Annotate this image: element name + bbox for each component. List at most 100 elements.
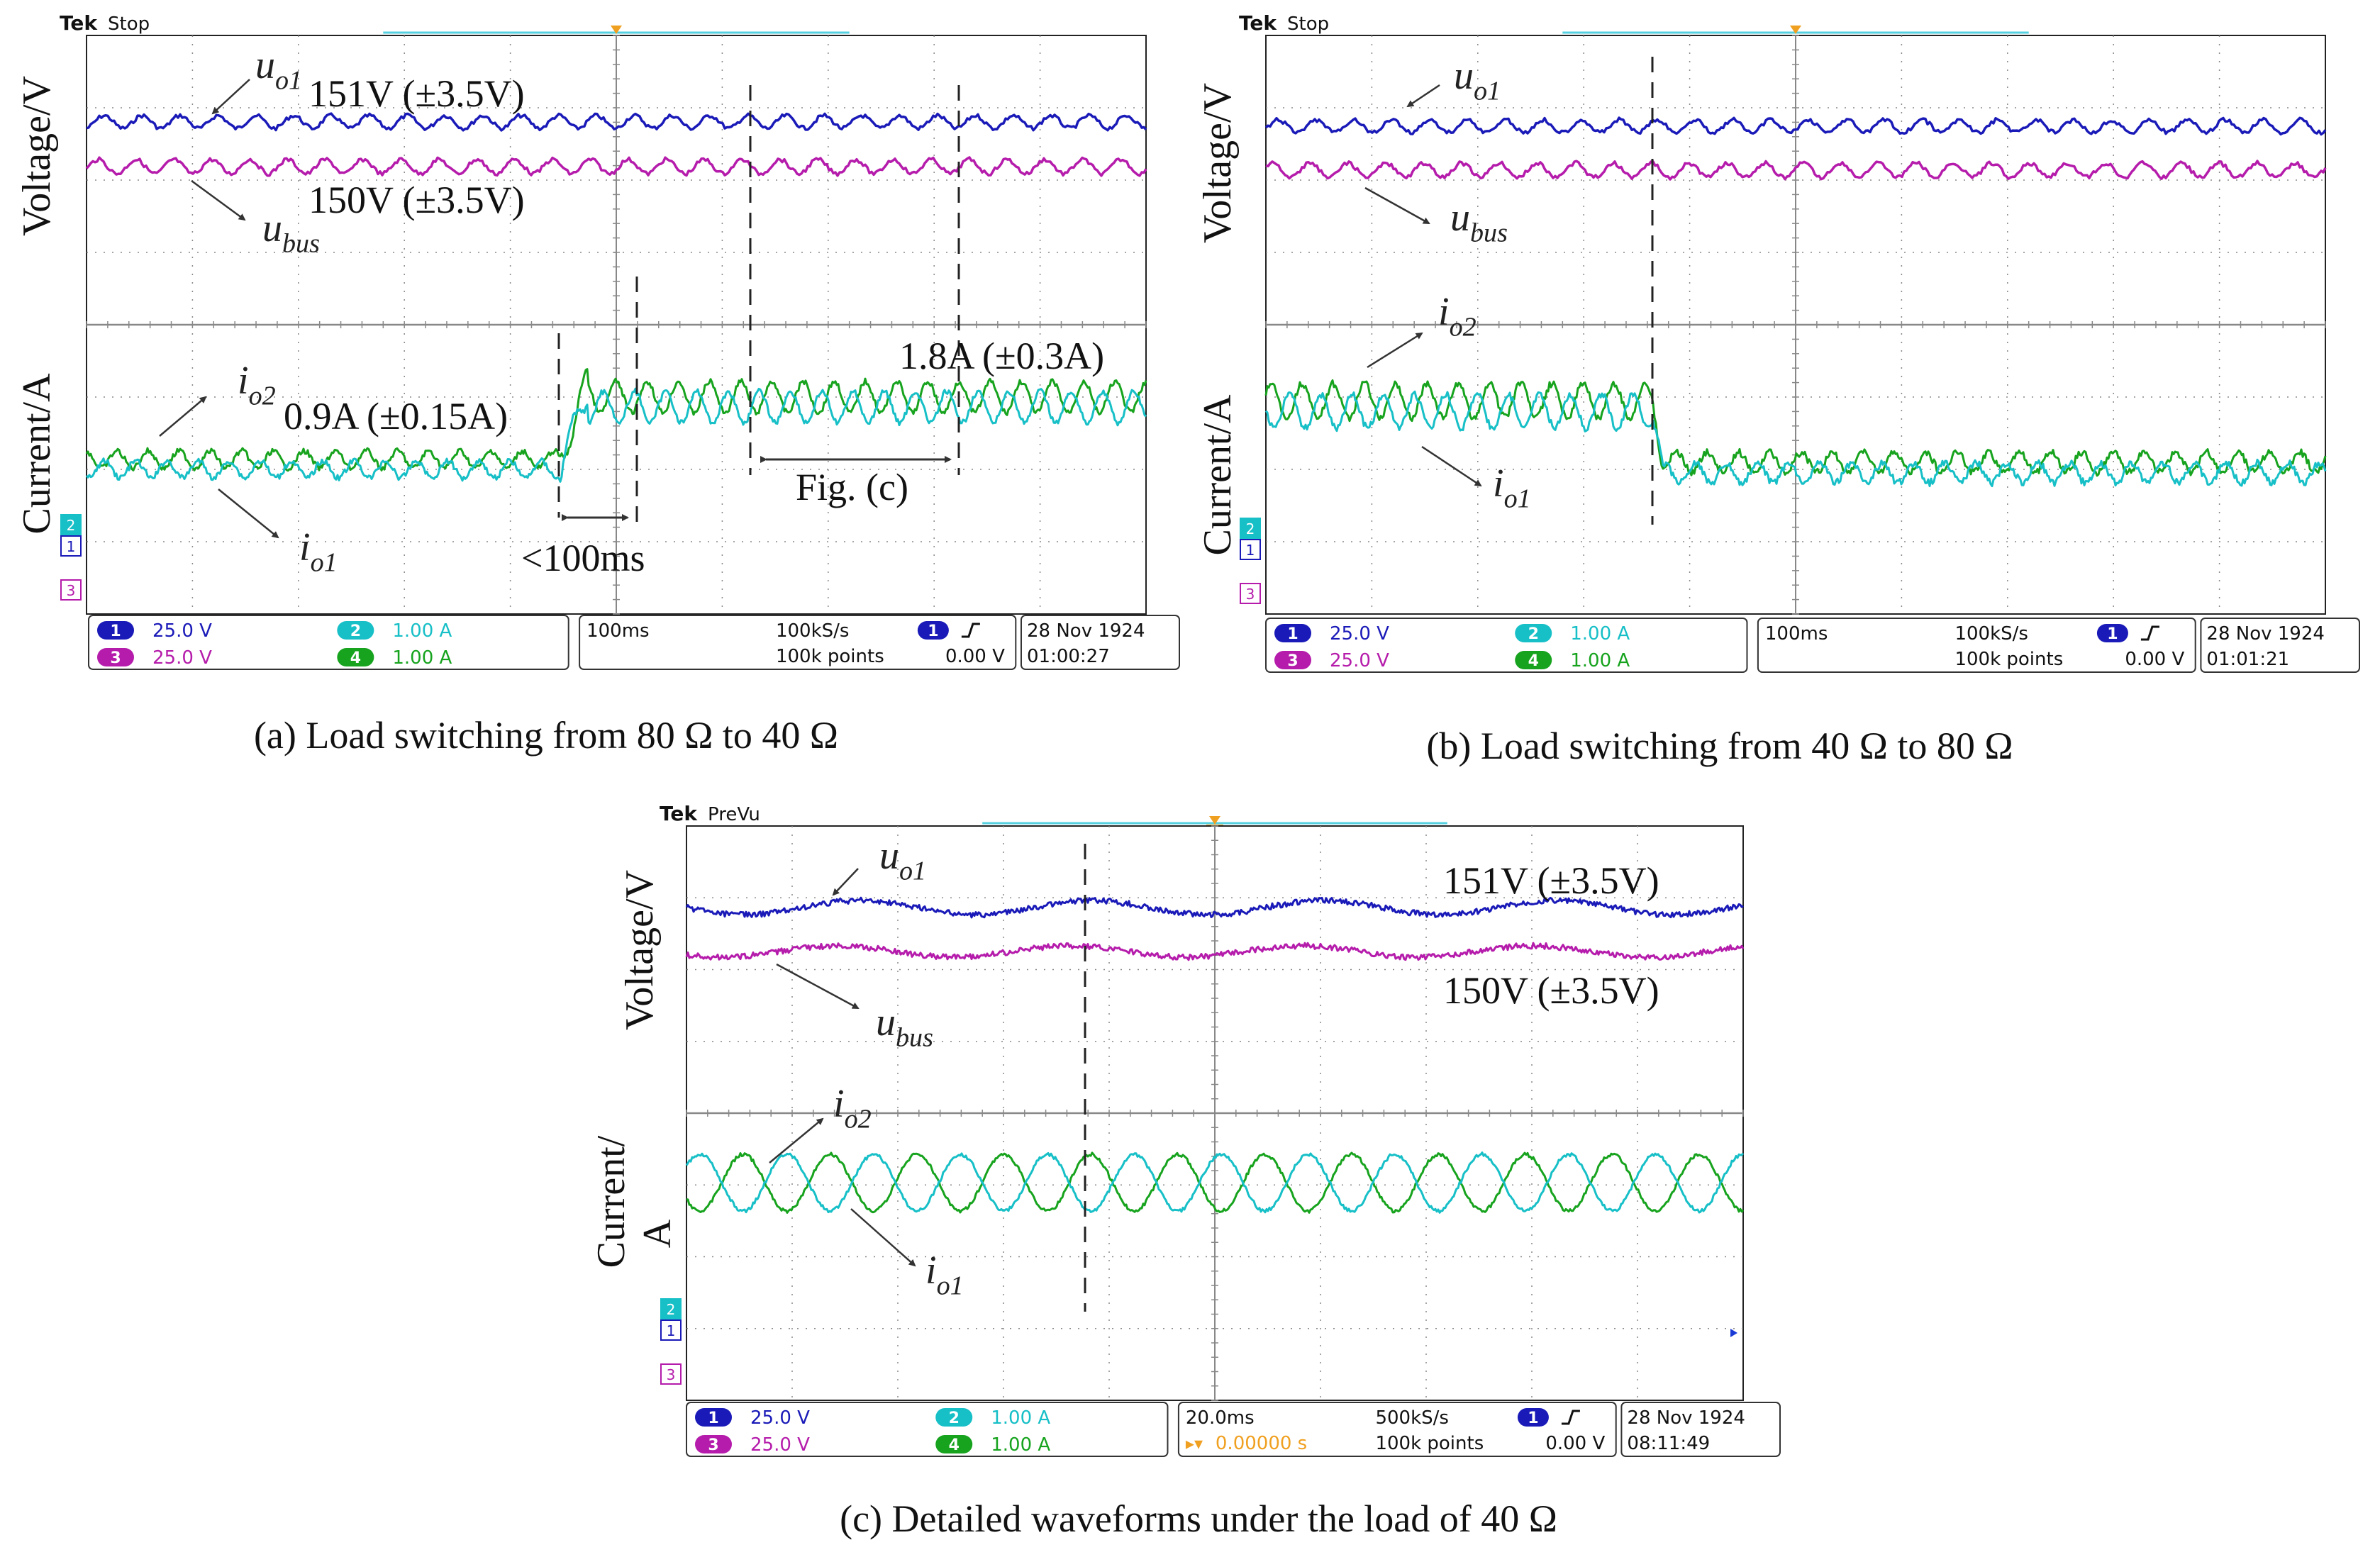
panel-a-sample-rate: 100kS/s — [776, 620, 850, 642]
panel-c-date-box — [1620, 1402, 1781, 1457]
panel-a-ch4-badge — [337, 648, 374, 666]
panel-a-ch1-badge-num: 1 — [110, 623, 121, 640]
panel-a-ch2-ground-label: 2 — [67, 517, 76, 534]
panel-c-timebase-box — [1177, 1402, 1617, 1457]
panel-b-ubus-label-sub: bus — [1470, 218, 1508, 248]
panel-a-trigger-marker — [611, 26, 622, 34]
panel-b-ch3-badge-num: 3 — [1287, 652, 1298, 670]
panel-b-ch3-ground-label: 3 — [1246, 586, 1255, 603]
panel-c-ch1-badge-num: 1 — [708, 1410, 718, 1427]
panel-b-status: Stop — [1287, 13, 1329, 35]
panel-b-uo1-arrow — [1406, 84, 1440, 108]
panel-c-ch2-ground-label: 2 — [667, 1301, 676, 1318]
panel-c-ch4-badge — [935, 1435, 973, 1453]
panel-c-caption: (c) Detailed waveforms under the load of… — [840, 1497, 1557, 1540]
panel-b-ubus-label-main: u — [1450, 196, 1470, 240]
panel-b-ubus-label: ubus — [1450, 196, 1508, 248]
panel-c-ch1-ground-marker — [660, 1319, 682, 1341]
panel-a-ch3-ground-label: 3 — [67, 582, 76, 599]
panel-b-timebase-box — [1757, 618, 2196, 673]
panel-b-date: 28 Nov 1924 — [2206, 623, 2325, 644]
panel-b-ch2-scale: 1.00 A — [1570, 623, 1630, 644]
panel-a-trig-level: 0.00 V — [945, 646, 1005, 667]
panel-b-ch1-badge — [1274, 624, 1311, 642]
panel-a-ch1-badge — [97, 621, 134, 640]
panel-b-date-box — [2200, 618, 2360, 673]
panel-a-ubus-arrow — [191, 179, 246, 221]
panel-a-ch3-badge — [97, 648, 134, 666]
panel-b-io2-label-main: i — [1438, 290, 1450, 334]
panel-b-uo1-label-sub: o1 — [1474, 77, 1501, 106]
panel-b-ch2-badge-num: 2 — [1528, 625, 1539, 643]
panel-c-ch4-scale: 1.00 A — [991, 1434, 1050, 1456]
panel-b-io2-label: io2 — [1438, 290, 1477, 342]
panel-c-io1-label-sub: o1 — [937, 1271, 964, 1301]
panel-a-date-box — [1020, 615, 1180, 670]
panel-a-caption: (a) Load switching from 80 Ω to 40 Ω — [254, 714, 838, 757]
panel-a-ubus-trace — [85, 156, 1147, 177]
panel-a-ch2-badge — [337, 621, 374, 640]
panel-a-ubus-label: ubus — [262, 206, 320, 259]
panel-a-rising-edge-icon — [961, 623, 980, 638]
panel-c-ch3-badge-num: 3 — [708, 1436, 718, 1454]
panel-b-time: 01:01:21 — [2206, 649, 2289, 670]
panel-b-ubus-trace — [1265, 160, 2327, 181]
panel-a-io2-arrow — [159, 396, 207, 437]
panel-b-uo1-label: uo1 — [1454, 54, 1501, 106]
panel-b-trig-src-num: 1 — [2107, 625, 2118, 643]
panel-b-io2-trace — [1264, 379, 2327, 477]
panel-c-ch2-scale: 1.00 A — [991, 1407, 1050, 1429]
panel-a-status: Stop — [108, 13, 150, 35]
panel-c-trigger-marker — [1209, 816, 1220, 825]
panel-a-timebase: 100ms — [586, 620, 650, 642]
panel-b-ch2-ground-marker — [1240, 518, 1261, 539]
panel-b-trig-src-badge — [2096, 624, 2128, 642]
panel-a-ubus-label-main: u — [262, 206, 282, 250]
panel-a-ch3-scale: 25.0 V — [152, 647, 212, 669]
panel-a-io2-label-sub: o2 — [249, 381, 276, 411]
panel-c-uo1-trace — [685, 896, 1744, 919]
panel-b-ubus-arrow — [1364, 186, 1430, 225]
panel-c-ch3-scale: 25.0 V — [750, 1434, 810, 1456]
panel-c-ylabel-current-1: Current/ — [589, 1135, 633, 1268]
panel-a-uo1-label-main: u — [255, 43, 275, 87]
panel-c-io2-label: io2 — [833, 1082, 872, 1134]
panel-b: Tek Stop213uo1ubusio2io1Voltage/VCurrent/… — [1196, 11, 2360, 767]
panel-c-ylabel-current-2: A — [635, 1219, 679, 1248]
panel-a-ch4-scale: 1.00 A — [392, 647, 452, 669]
panel-c-rising-edge-icon — [1561, 1410, 1580, 1425]
panel-c-trig-src-num: 1 — [1528, 1410, 1538, 1427]
panel-b-io1-label: io1 — [1493, 462, 1531, 514]
panel-c-ubus-label-sub: bus — [896, 1023, 933, 1053]
panel-c-trig-pos: 0.00000 s — [1216, 1433, 1307, 1454]
panel-c-trig-level: 0.00 V — [1545, 1433, 1605, 1454]
panel-c-io1-label: io1 — [925, 1249, 964, 1301]
panel-b-channel-box — [1265, 618, 1748, 673]
panel-c-trig-src-badge — [1517, 1408, 1549, 1427]
panel-a-ch2-ground-marker — [60, 514, 82, 535]
panel-b-rising-edge-icon — [2140, 625, 2159, 641]
panel-b-ch4-badge — [1515, 651, 1552, 669]
panel-c-ubus-trace — [685, 942, 1745, 961]
panel-b-caption: (b) Load switching from 40 Ω to 80 Ω — [1426, 725, 2013, 767]
panel-c-ubus-label-main: u — [876, 1000, 896, 1044]
panel-b-ch3-scale: 25.0 V — [1330, 650, 1389, 671]
panel-c-io1-trace — [685, 1151, 1745, 1214]
panel-c-brand: Tek — [660, 802, 698, 825]
panel-c-ubus-arrow — [776, 963, 860, 1010]
panel-b-points: 100k points — [1954, 649, 2063, 670]
panel-a-ubus-value: 150V (±3.5V) — [308, 179, 525, 221]
panel-c-uo1-arrow — [832, 868, 859, 896]
panel-a-uo1-label-sub: o1 — [275, 66, 302, 96]
panel-c-uo1-label-main: u — [879, 834, 899, 878]
panel-b-ch3-ground-marker — [1240, 583, 1261, 604]
panel-c-io2-label-sub: o2 — [845, 1105, 872, 1134]
panel-a-ylabel-voltage: Voltage/V — [15, 76, 59, 236]
panel-c-ch2-badge-num: 2 — [949, 1410, 960, 1427]
panel-c-time: 08:11:49 — [1627, 1433, 1710, 1454]
panel-a-ch4-badge-num: 4 — [350, 649, 361, 667]
panel-c-ubus-label: ubus — [876, 1000, 933, 1053]
panel-a-trig-src-num: 1 — [928, 623, 938, 640]
panel-c-ylabel-voltage: Voltage/V — [618, 870, 662, 1030]
